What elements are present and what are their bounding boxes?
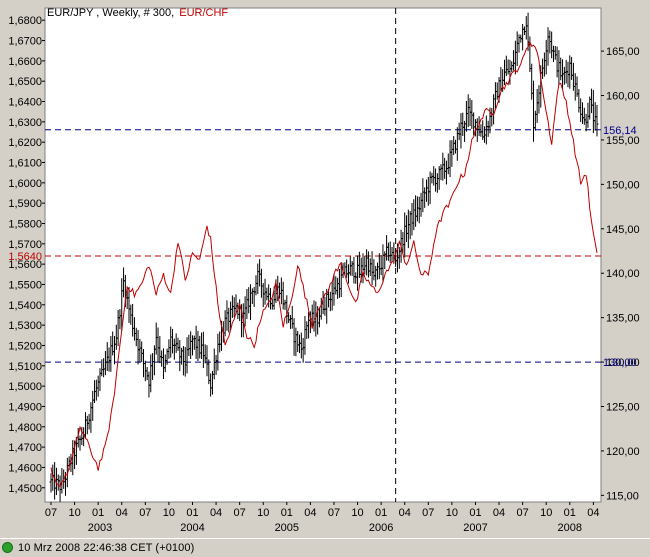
x-month-label: 10	[540, 507, 552, 519]
x-month-label: 10	[163, 507, 175, 519]
connection-status-icon	[2, 542, 13, 553]
left-tick-label: 1,4700	[8, 442, 42, 454]
left-tick-label: 1,6700	[8, 36, 42, 48]
right-tick-label: 145,00	[606, 224, 640, 236]
x-month-label: 10	[446, 507, 458, 519]
x-month-label: 01	[281, 507, 293, 519]
x-year-label: 2003	[88, 522, 112, 534]
left-tick-label: 1,5600	[8, 259, 42, 271]
left-tick-label: 1,4800	[8, 422, 42, 434]
left-tick-label: 1,6200	[8, 137, 42, 149]
x-year-label: 2004	[180, 522, 204, 534]
chart-title-series2: EUR/CHF	[179, 7, 228, 19]
x-month-label: 10	[351, 507, 363, 519]
left-tick-label: 1,5800	[8, 218, 42, 230]
right-tick-label: 160,00	[606, 91, 640, 103]
x-month-label: 10	[68, 507, 80, 519]
x-month-label: 04	[304, 507, 316, 519]
x-month-label: 07	[517, 507, 529, 519]
eurchf-line	[50, 40, 598, 488]
right-tick-label: 125,00	[606, 401, 640, 413]
x-month-label: 04	[399, 507, 411, 519]
x-month-label: 04	[587, 507, 599, 519]
left-marker-label: 1,5640	[8, 251, 42, 263]
left-tick-label: 1,6000	[8, 178, 42, 190]
x-month-label: 07	[422, 507, 434, 519]
left-tick-label: 1,5500	[8, 279, 42, 291]
eurjpy-eurchf-chart: EUR/JPY , Weekly, # 300, EUR/CHF 1,45001…	[8, 7, 640, 534]
left-tick-label: 1,6300	[8, 117, 42, 129]
right-axis: 115,00 120,00 125,00 130,00 135,00 140,00 145,…	[601, 46, 640, 502]
right-marker-label: 156,14	[603, 125, 637, 137]
left-tick-label: 1,4500	[8, 483, 42, 495]
right-tick-label: 130,00	[606, 357, 640, 369]
x-month-label: 07	[234, 507, 246, 519]
eurjpy-bar	[595, 104, 599, 137]
x-year-label: 2006	[369, 522, 393, 534]
left-tick-label: 1,6800	[8, 15, 42, 27]
chart-title: EUR/JPY , Weekly, # 300, EUR/CHF	[47, 7, 228, 19]
right-tick-label: 135,00	[606, 313, 640, 325]
left-axis: 1,4500 1,4600 1,4700 1,4800 1,4900 1,5000 1,51…	[8, 15, 45, 495]
x-month-label: 07	[45, 507, 57, 519]
x-month-label: 07	[328, 507, 340, 519]
x-month-label: 04	[116, 507, 128, 519]
plot-area[interactable]	[44, 7, 602, 503]
left-tick-label: 1,6500	[8, 76, 42, 88]
x-month-label: 01	[469, 507, 481, 519]
x-month-label: 07	[139, 507, 151, 519]
right-tick-label: 155,00	[606, 135, 640, 147]
x-month-label: 01	[375, 507, 387, 519]
right-marker-label: 130,00	[603, 357, 637, 369]
left-tick-label: 1,5900	[8, 198, 42, 210]
x-month-label: 01	[186, 507, 198, 519]
right-tick-label: 165,00	[606, 46, 640, 58]
left-tick-label: 1,5700	[8, 239, 42, 251]
status-bar: 10 Mrz 2008 22:46:38 CET (+0100)	[0, 538, 650, 557]
x-year-label: 2008	[558, 522, 582, 534]
x-month-label: 04	[210, 507, 222, 519]
x-month-label: 01	[564, 507, 576, 519]
left-tick-label: 1,4900	[8, 401, 42, 413]
right-tick-label: 150,00	[606, 179, 640, 191]
chart-title-main: EUR/JPY , Weekly, # 300,	[47, 7, 174, 19]
status-timestamp: 10 Mrz 2008 22:46:38 CET (+0100)	[18, 542, 195, 554]
left-tick-label: 1,4600	[8, 462, 42, 474]
x-year-label: 2007	[463, 522, 487, 534]
left-tick-label: 1,6600	[8, 56, 42, 68]
left-tick-label: 1,5400	[8, 300, 42, 312]
right-tick-label: 120,00	[606, 446, 640, 458]
left-tick-label: 1,5200	[8, 340, 42, 352]
left-tick-label: 1,6400	[8, 97, 42, 109]
x-year-label: 2005	[275, 522, 299, 534]
x-month-label: 10	[257, 507, 269, 519]
left-tick-label: 1,5000	[8, 381, 42, 393]
left-tick-label: 1,5300	[8, 320, 42, 332]
x-axis: 07 10 01 04 07 10 01 04 07 10 01 04 07 10 01 04 07 10 01 04…	[45, 502, 599, 534]
right-tick-label: 115,00	[606, 490, 639, 502]
x-month-label: 01	[92, 507, 104, 519]
right-tick-label: 140,00	[606, 268, 640, 280]
left-tick-label: 1,5100	[8, 361, 42, 373]
x-month-label: 04	[493, 507, 505, 519]
eurchf-series	[50, 40, 598, 488]
eurjpy-series	[49, 12, 599, 502]
left-tick-label: 1,6100	[8, 158, 42, 170]
